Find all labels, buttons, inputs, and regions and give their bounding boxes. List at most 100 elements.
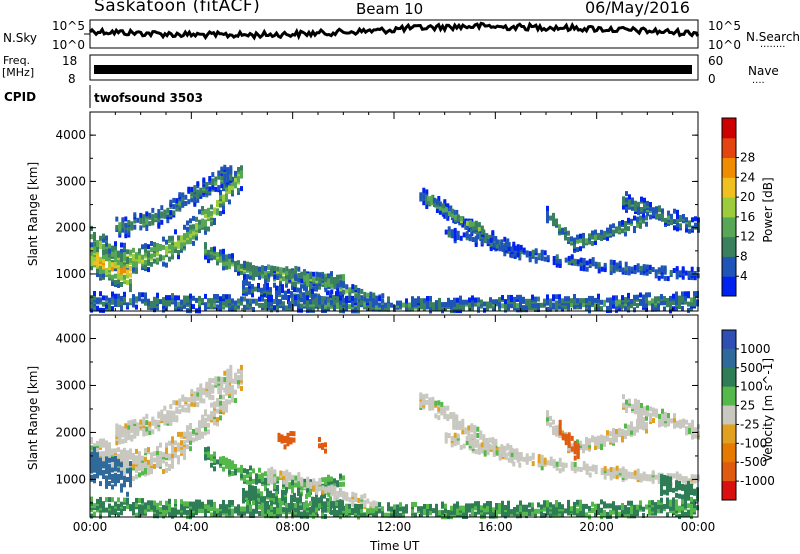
heatmap-cell: [320, 495, 323, 501]
heatmap-cell: [501, 244, 505, 250]
heatmap-cell: [123, 471, 126, 477]
heatmap-cell: [649, 206, 652, 212]
heatmap-cell: [450, 208, 454, 214]
heatmap-cell: [177, 250, 180, 255]
heatmap-cell: [399, 512, 402, 518]
heatmap-cell: [228, 469, 231, 475]
heatmap-cell: [285, 305, 288, 311]
heatmap-cell: [342, 481, 345, 487]
heatmap-cell: [237, 467, 240, 473]
heatmap-cell: [631, 403, 634, 409]
heatmap-cell: [681, 511, 684, 517]
heatmap-cell: [264, 298, 267, 304]
heatmap-cell: [243, 474, 246, 480]
heatmap-cell: [570, 443, 573, 449]
heatmap-cell: [555, 461, 559, 467]
heatmap-cell: [192, 304, 195, 310]
heatmap-cell: [500, 239, 504, 245]
heatmap-cell: [183, 452, 186, 458]
heatmap-cell: [672, 497, 675, 503]
heatmap-cell: [132, 254, 135, 259]
heatmap-cell: [479, 434, 483, 440]
heatmap-cell: [661, 412, 664, 418]
heatmap-cell: [249, 266, 252, 272]
heatmap-cell: [516, 513, 519, 519]
heatmap-cell: [612, 229, 615, 235]
heatmap-cell: [363, 291, 367, 297]
heatmap-cell: [667, 210, 670, 216]
heatmap-cell: [634, 206, 637, 212]
heatmap-cell: [456, 214, 460, 220]
heatmap-cell: [314, 293, 317, 299]
heatmap-cell: [482, 434, 486, 440]
heatmap-cell: [132, 247, 135, 253]
heatmap-cell: [435, 199, 439, 205]
heatmap-cell: [171, 442, 174, 448]
heatmap-cell: [387, 502, 390, 508]
heatmap-cell: [537, 296, 540, 302]
heatmap-cell: [672, 501, 675, 507]
heatmap-cell: [243, 273, 246, 279]
heatmap-cell: [579, 440, 582, 446]
heatmap-cell: [488, 437, 492, 443]
heatmap-cell: [354, 293, 358, 299]
heatmap-cell: [651, 470, 655, 476]
heatmap-cell: [117, 467, 120, 473]
heatmap-cell: [625, 191, 628, 197]
heatmap-cell: [264, 266, 267, 271]
heatmap-cell: [585, 260, 589, 266]
heatmap-cell: [123, 296, 126, 301]
heatmap-cell: [348, 503, 351, 509]
heatmap-cell: [93, 511, 96, 517]
heatmap-cell: [190, 401, 194, 407]
heatmap-cell: [624, 305, 627, 311]
heatmap-cell: [249, 298, 252, 304]
nsearch-tick-top: 10^5: [708, 19, 741, 33]
heatmap-cell: [287, 288, 290, 294]
heatmap-cell: [588, 505, 591, 511]
heatmap-cell: [299, 292, 302, 297]
heatmap-cell: [231, 385, 234, 390]
heatmap-cell: [117, 274, 120, 280]
heatmap-cell: [594, 508, 597, 513]
heatmap-cell: [573, 506, 576, 512]
heatmap-cell: [129, 448, 132, 454]
heatmap-cell: [126, 468, 129, 474]
heatmap-cell: [477, 226, 481, 232]
heatmap-cell: [690, 270, 694, 276]
heatmap-cell: [435, 503, 438, 509]
heatmap-cell: [660, 300, 663, 306]
heatmap-cell: [273, 266, 277, 272]
heatmap-cell: [384, 302, 387, 308]
heatmap-cell: [688, 427, 691, 433]
heatmap-cell: [114, 302, 117, 307]
heatmap-cell: [126, 263, 129, 269]
heatmap-cell: [258, 270, 261, 276]
heatmap-cell: [189, 304, 192, 309]
heatmap-cell: [324, 276, 328, 282]
heatmap-cell: [375, 512, 378, 518]
heatmap-cell: [231, 253, 234, 259]
heatmap-cell: [226, 177, 230, 183]
heatmap-cell: [102, 233, 105, 239]
heatmap-cell: [573, 298, 576, 304]
heatmap-cell: [217, 170, 221, 176]
heatmap-cell: [222, 194, 225, 200]
heatmap-cell: [324, 448, 327, 454]
heatmap-cell: [434, 413, 438, 419]
heatmap-cell: [159, 451, 162, 457]
heatmap-cell: [681, 291, 684, 297]
heatmap-cell: [142, 420, 146, 426]
heatmap-cell: [228, 189, 231, 194]
heatmap-cell: [99, 438, 102, 444]
heatmap-cell: [186, 220, 189, 226]
heatmap-cell: [282, 294, 285, 300]
heatmap-cell: [169, 410, 173, 416]
heatmap-cell: [561, 504, 564, 510]
heatmap-cell: [177, 295, 180, 301]
heatmap-cell: [345, 288, 349, 294]
heatmap-cell: [603, 501, 606, 507]
heatmap-cell: [184, 396, 188, 402]
heatmap-cell: [111, 461, 114, 467]
heatmap-cell: [667, 419, 670, 425]
